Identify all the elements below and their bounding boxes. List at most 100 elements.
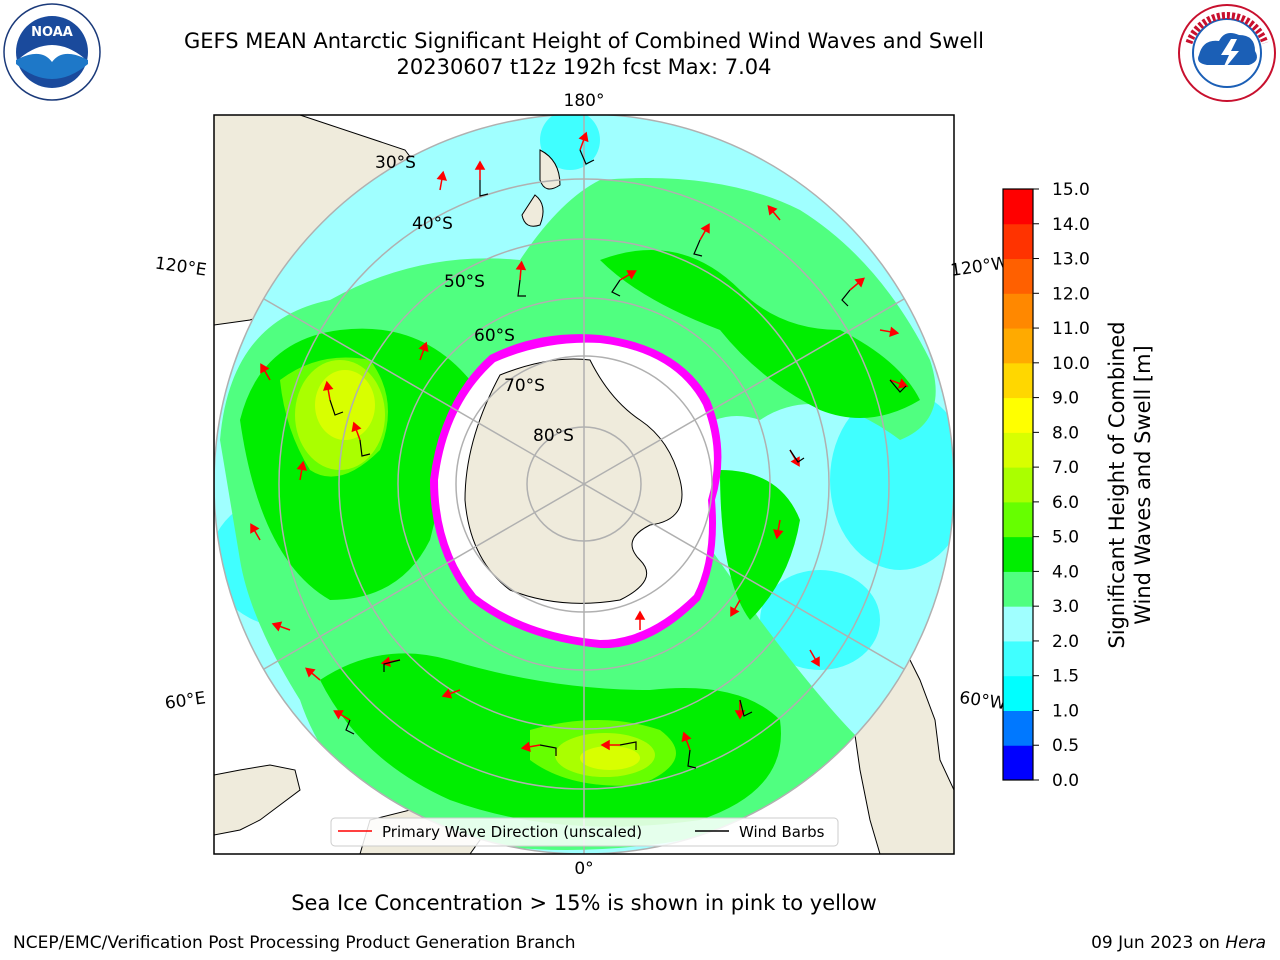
lon-label-top: 180°: [564, 91, 605, 111]
credit-date: 09 Jun 2023 on: [1091, 933, 1226, 953]
arrow: [730, 599, 741, 617]
wind-barb: [383, 659, 401, 672]
lat-label-40s: 40°S: [412, 214, 453, 234]
colorbar-ticks: 15.0 14.0 13.0 12.0 11.0 10.0 9.0 8.0 7.0 6.0 5.0 4…: [1033, 180, 1090, 791]
colorbar-segment: [1003, 293, 1033, 329]
lat-label-80s: 80°S: [533, 426, 574, 446]
colorbar-segment: [1003, 432, 1033, 468]
colorbar-tick-label: 10.0: [1052, 354, 1090, 374]
colorbar-label-line1: Significant Height of Combined: [1105, 321, 1129, 648]
legend-wind-label: Wind Barbs: [739, 823, 825, 841]
colorbar-segment: [1003, 501, 1033, 538]
colorbar-tick-label: 1.5: [1052, 667, 1079, 687]
arrow: [260, 363, 271, 381]
wind-barb: [345, 719, 355, 735]
wind-barb: [687, 749, 697, 769]
colorbar-segment: [1003, 536, 1033, 572]
colorbar-tick-label: 12.0: [1052, 284, 1090, 304]
arrow: [515, 260, 527, 281]
arrow: [250, 523, 261, 541]
lat-label-70s: 70°S: [504, 376, 545, 396]
colorbar-tick-label: 2.0: [1052, 632, 1079, 652]
arrow: [889, 378, 909, 389]
colorbar-tick-label: 15.0: [1052, 180, 1090, 200]
noaa-logo-icon: NOAA: [3, 3, 101, 101]
arrow: [305, 667, 321, 681]
colorbar-segment: [1003, 328, 1033, 364]
legend-wave-label: Primary Wave Direction (unscaled): [382, 823, 642, 841]
colorbar-segment: [1003, 467, 1033, 503]
arrow: [323, 380, 334, 401]
arrow: [734, 700, 746, 720]
arrow: [773, 519, 784, 540]
wind-barb: [841, 289, 851, 307]
lon-label-left-upper: 120°E: [154, 254, 208, 281]
wind-barbs: [329, 149, 907, 769]
map-area: 30°S 40°S 50°S 60°S 70°S 80°S Primary Wa…: [214, 115, 954, 854]
colorbar-tick-label: 4.0: [1052, 562, 1079, 582]
lat-label-60s: 60°S: [474, 326, 515, 346]
arrow: [619, 270, 637, 281]
sea-ice-note: Sea Ice Concentration > 15% is shown in …: [291, 891, 877, 915]
lon-label-bottom: 0°: [574, 859, 593, 879]
arrow: [879, 326, 900, 337]
colorbar-tick-label: 14.0: [1052, 215, 1090, 235]
colorbar-label-line2: Wind Waves and Swell [m]: [1131, 345, 1155, 625]
arrow: [681, 731, 692, 751]
arrow: [441, 688, 461, 699]
wind-barb: [789, 449, 805, 463]
wind-barb: [889, 379, 907, 393]
wind-barb: [611, 279, 621, 297]
nws-logo-icon: [1178, 4, 1276, 102]
credit-right: 09 Jun 2023 on Hera: [1091, 933, 1266, 953]
colorbar-segment: [1003, 362, 1033, 399]
wind-barb: [539, 744, 557, 756]
colorbar-tick-label: 7.0: [1052, 458, 1079, 478]
wind-barb: [479, 180, 489, 197]
colorbar-tick-label: 11.0: [1052, 319, 1090, 339]
colorbar-tick-label: 13.0: [1052, 250, 1090, 270]
noaa-logo-text: NOAA: [31, 25, 73, 40]
arrow: [296, 460, 307, 481]
arrow: [767, 205, 781, 221]
colorbar-segment: [1003, 258, 1033, 294]
wind-barb: [739, 699, 753, 717]
arrow: [333, 710, 351, 721]
map-frame: [213, 114, 955, 855]
arrow: [809, 649, 820, 667]
wind-barb: [359, 439, 371, 457]
new-zealand-land: [521, 149, 561, 227]
arrow: [271, 621, 291, 632]
colorbar-frame: [1002, 188, 1034, 781]
wind-barb: [579, 149, 595, 165]
colorbar: [1002, 188, 1034, 781]
arrow: [436, 170, 447, 191]
colorbar-tick-label: 6.0: [1052, 493, 1079, 513]
wind-barb: [517, 279, 526, 297]
wind-barb: [329, 399, 344, 416]
arrow: [849, 277, 865, 291]
antarctica-land: [464, 358, 683, 604]
colorbar-segment: [1003, 571, 1033, 607]
colorbar-segment: [1003, 606, 1033, 642]
arrow: [699, 223, 710, 241]
arrow: [634, 610, 646, 630]
colorbar-tick-label: 5.0: [1052, 528, 1079, 548]
credit-host: Hera: [1225, 933, 1266, 953]
colorbar-tick-label: 3.0: [1052, 597, 1079, 617]
arrow: [600, 739, 620, 751]
colorbar-segment: [1003, 397, 1033, 433]
colorbar-tick-label: 1.0: [1052, 701, 1079, 721]
colorbar-tick-label: 0.0: [1052, 771, 1079, 791]
arrow: [578, 131, 589, 151]
arrow: [520, 741, 541, 752]
graticule: [214, 115, 954, 854]
credit-left: NCEP/EMC/Verification Post Processing Pr…: [13, 933, 576, 953]
colorbar-segment: [1003, 710, 1033, 746]
wind-barb: [619, 741, 637, 750]
arrow: [351, 421, 362, 441]
colorbar-segment: [1003, 640, 1033, 677]
colorbar-segment: [1003, 223, 1033, 260]
wind-barb: [693, 239, 703, 257]
